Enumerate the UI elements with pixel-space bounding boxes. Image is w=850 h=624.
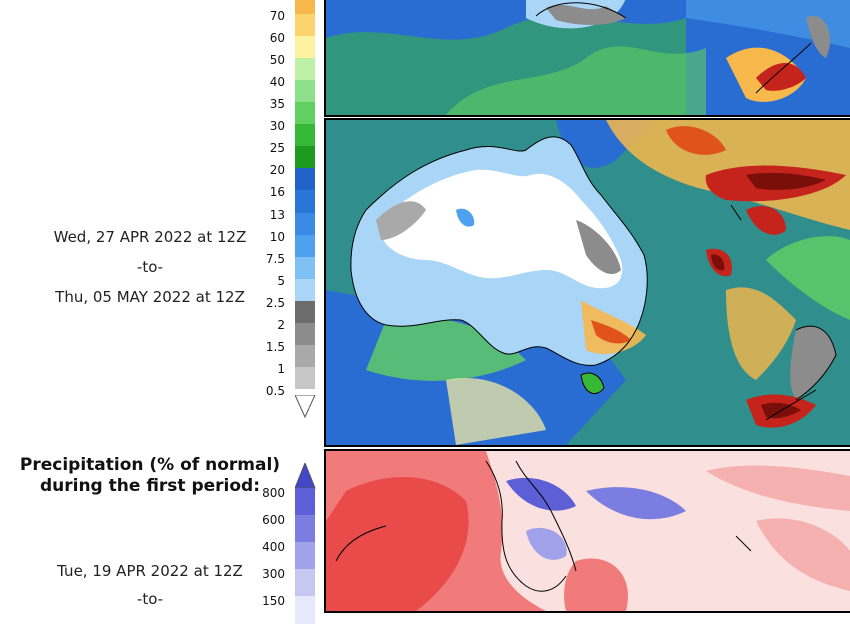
colorbar-segment xyxy=(295,124,315,147)
colorbar-segment xyxy=(295,190,315,213)
colorbar-tick-label: 35 xyxy=(269,97,285,112)
colorbar-segment xyxy=(295,322,315,346)
percent-tick-label: 300 xyxy=(262,567,285,581)
colorbar-tick-label: 20 xyxy=(269,163,285,178)
colorbar-segment xyxy=(295,344,315,368)
percent-title-line1: Precipitation (% of normal) xyxy=(19,455,281,475)
colorbar-segment xyxy=(295,58,315,81)
percent-title-line2: during the first period: xyxy=(39,476,261,496)
percent-tick-label: 800 xyxy=(262,486,285,500)
percent-colorbar-segment xyxy=(295,488,315,516)
percent-colorbar-segment xyxy=(295,569,315,597)
colorbar-max-arrow xyxy=(295,463,316,489)
colorbar-tick-label: 60 xyxy=(269,31,285,46)
colorbar-tick-label: 1.5 xyxy=(265,339,285,354)
colorbar-tick-label: 0.5 xyxy=(265,383,285,398)
period-sep: -to- xyxy=(136,258,164,276)
colorbar-segment xyxy=(295,146,315,169)
colorbar-tick-label: 2 xyxy=(277,317,285,332)
percent-colorbar-segment xyxy=(295,542,315,570)
colorbar-tick-label: 50 xyxy=(269,53,285,68)
percent-tick-label: 600 xyxy=(262,513,285,527)
map-panel-current xyxy=(324,118,850,447)
percent-period-start: Tue, 19 APR 2022 at 12Z xyxy=(57,562,243,580)
colorbar-segment xyxy=(295,366,315,390)
colorbar-segment xyxy=(295,300,315,324)
colorbar-segment xyxy=(295,80,315,103)
colorbar-segment xyxy=(295,102,315,125)
colorbar-segment xyxy=(295,234,315,258)
percent-title: Precipitation (% of normal) during the f… xyxy=(0,455,300,497)
colorbar-tick-label: 25 xyxy=(269,141,285,156)
colorbar-tick-label: 2.5 xyxy=(265,295,285,310)
colorbar-segment xyxy=(295,256,315,280)
map-panel-previous xyxy=(324,0,850,117)
colorbar-tick-label: 13 xyxy=(269,207,285,222)
period-start: Wed, 27 APR 2022 at 12Z xyxy=(53,228,247,246)
colorbar-tick-label: 40 xyxy=(269,75,285,90)
colorbar-tick-label: 16 xyxy=(269,185,285,200)
colorbar-tick-label: 10 xyxy=(269,229,285,244)
colorbar-tick-label: 5 xyxy=(277,273,285,288)
colorbar-segment xyxy=(295,0,315,15)
colorbar-tick-label: 30 xyxy=(269,119,285,134)
percent-colorbar-segment xyxy=(295,515,315,543)
percent-period-sep: -to- xyxy=(136,590,164,608)
period-end: Thu, 05 MAY 2022 at 12Z xyxy=(55,288,245,306)
colorbar-tick-label: 7.5 xyxy=(265,251,285,266)
colorbar-tick-label: 1 xyxy=(277,361,285,376)
colorbar-segment xyxy=(295,36,315,59)
colorbar-min-arrow xyxy=(295,395,316,419)
colorbar-segment xyxy=(295,168,315,191)
map-panel-percent xyxy=(324,449,850,613)
percent-tick-label: 400 xyxy=(262,540,285,554)
colorbar-segment xyxy=(295,212,315,236)
colorbar-tick-label: 70 xyxy=(269,9,285,24)
colorbar-segment xyxy=(295,278,315,302)
colorbar-segment xyxy=(295,14,315,37)
